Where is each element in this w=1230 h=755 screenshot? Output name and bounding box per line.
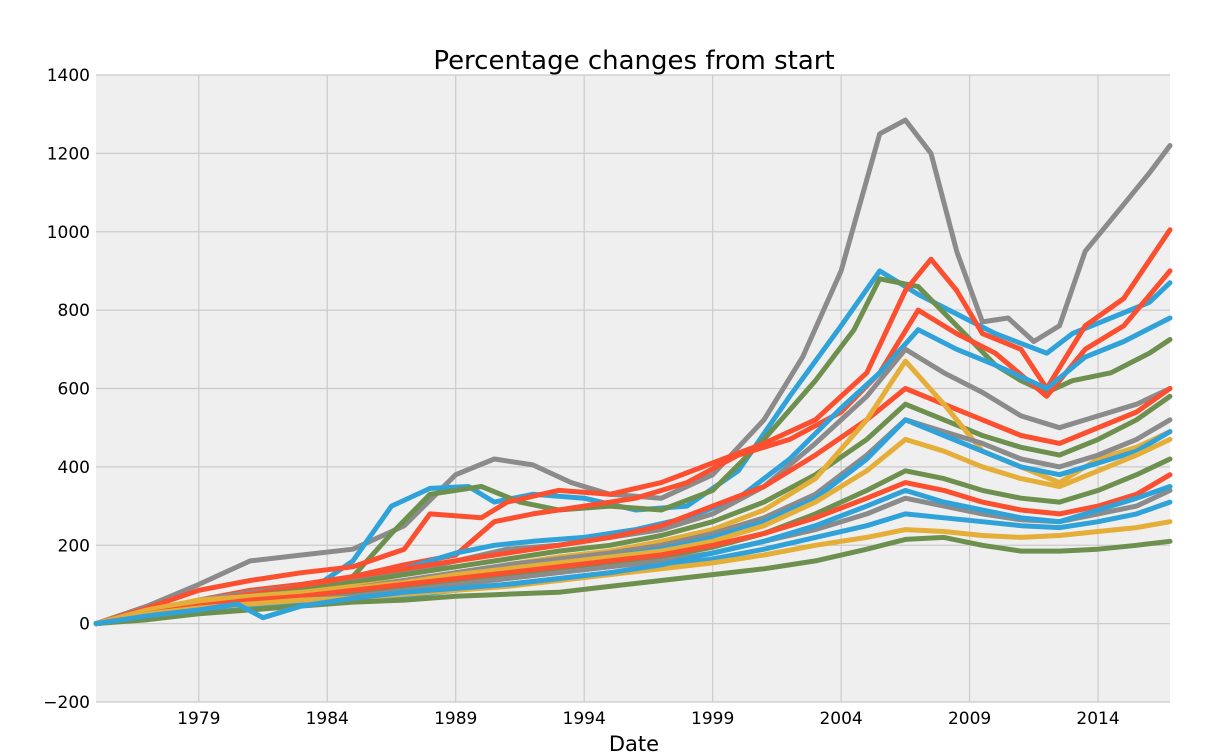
x-tick-labels: 1979 1984 1989 1994 1999 2004 2009 2014 — [177, 709, 1120, 729]
chart-title: Percentage changes from start — [433, 46, 834, 76]
y-tick-label: 200 — [58, 536, 90, 556]
y-tick-label: 600 — [58, 380, 90, 400]
series-line — [93, 386, 1173, 627]
x-tick-label: 2009 — [948, 709, 991, 729]
y-tick-label: −200 — [43, 693, 90, 713]
y-tick-label: 0 — [79, 615, 90, 635]
x-tick-label: 1989 — [434, 709, 477, 729]
y-tick-labels: −200 0 200 400 600 800 1000 1200 1400 — [43, 66, 90, 713]
x-tick-label: 2014 — [1076, 709, 1119, 729]
x-tick-label: 1999 — [691, 709, 734, 729]
y-tick-label: 1000 — [47, 223, 90, 243]
series-line — [93, 484, 1173, 627]
y-tick-label: 400 — [58, 458, 90, 478]
x-tick-label: 1984 — [306, 709, 349, 729]
x-tick-label: 1979 — [177, 709, 220, 729]
y-tick-label: 1400 — [47, 66, 90, 86]
series-line — [93, 227, 1173, 627]
series-line — [93, 519, 1173, 627]
x-tick-label: 1994 — [563, 709, 606, 729]
series-lines — [93, 117, 1173, 627]
y-tick-label: 800 — [58, 301, 90, 321]
series-line — [93, 117, 1173, 627]
x-tick-label: 2004 — [819, 709, 862, 729]
series-line — [93, 472, 1173, 627]
x-axis-title: Date — [609, 732, 659, 755]
y-tick-label: 1200 — [47, 144, 90, 164]
